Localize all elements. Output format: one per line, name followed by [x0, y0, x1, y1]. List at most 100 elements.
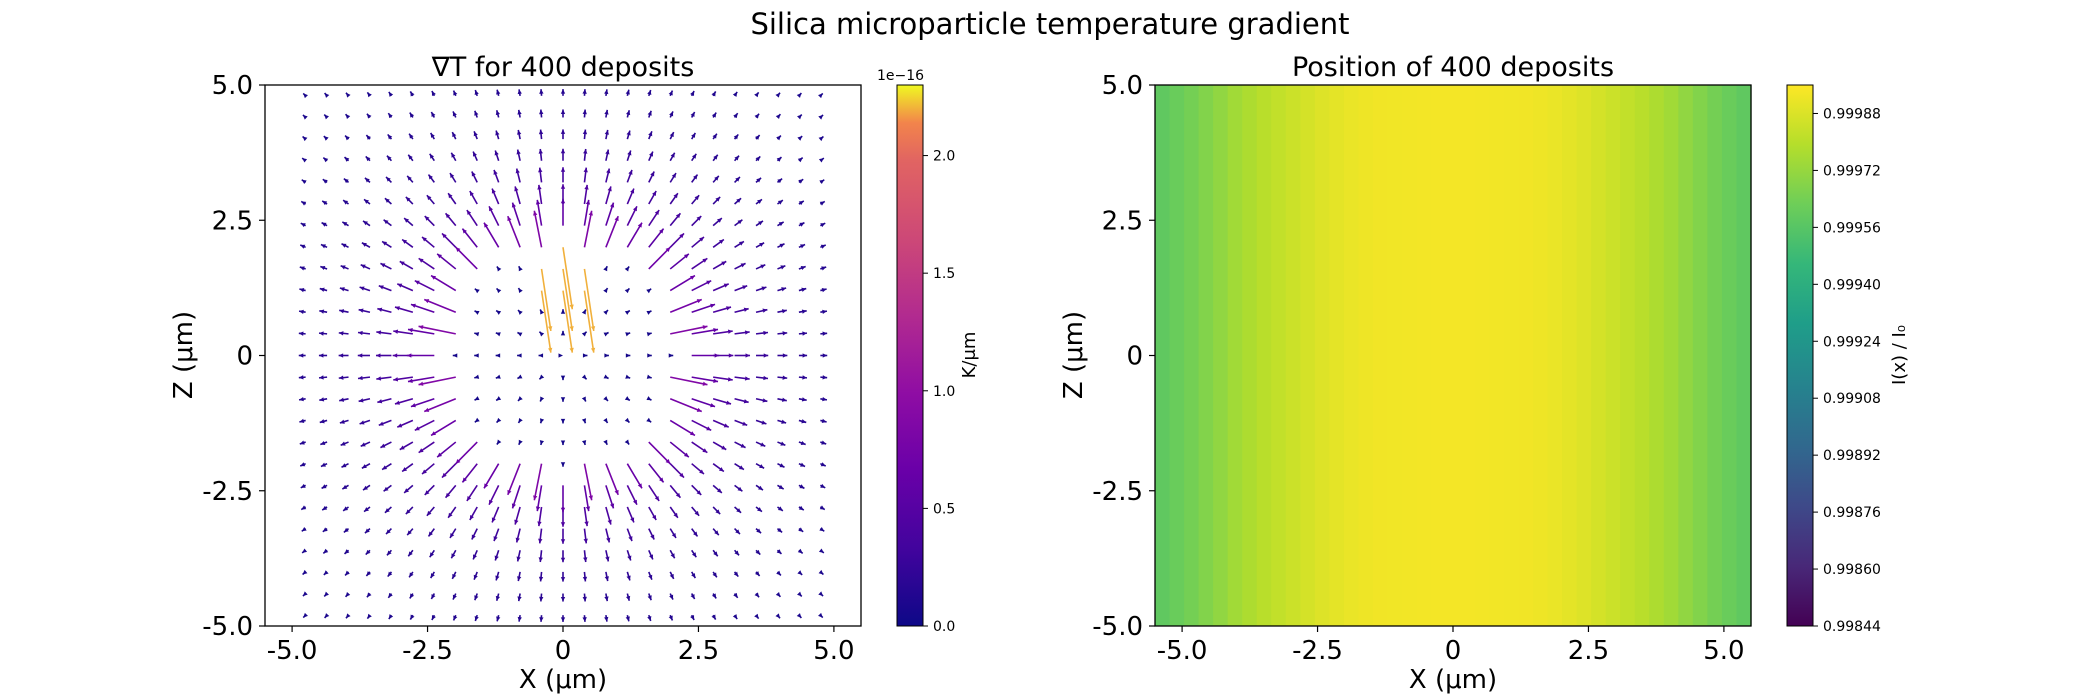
- quiver-arrow-head: [780, 265, 786, 270]
- quiver-arrow-head: [757, 199, 762, 204]
- quiver-arrow-head: [493, 536, 498, 542]
- quiver-arrow-head: [426, 195, 432, 201]
- quiver-arrow-head: [474, 396, 480, 401]
- quiver-arrow-head: [626, 110, 631, 116]
- quiver-arrow-head: [733, 134, 739, 140]
- quiver-arrow-head: [539, 418, 545, 424]
- quiver-arrow-head: [714, 530, 719, 536]
- quiver-arrow-head: [604, 109, 609, 115]
- quiver-arrow-head: [820, 483, 826, 488]
- quiver-arrow-head: [800, 244, 806, 249]
- quiver-arrow-head: [364, 177, 370, 183]
- quiver-arrow-head: [533, 495, 538, 501]
- quiver-arrow-head: [323, 570, 329, 575]
- quiver-arrow-head: [339, 309, 345, 314]
- quiver-arrow-head: [495, 110, 500, 116]
- quiver-arrow: [455, 246, 478, 270]
- quiver-arrow: [669, 274, 696, 292]
- quiver-arrow-head: [630, 517, 635, 523]
- quiver-arrow-head: [802, 353, 808, 358]
- quiver-arrow-head: [358, 375, 363, 381]
- x-tick-label: 0: [555, 636, 572, 666]
- x-tick-label: 2.5: [1568, 636, 1609, 666]
- quiver-colorbar-ticks: 0.0 0.5 1.0 1.5 2.0: [923, 149, 955, 635]
- x-tick-label: -5.0: [267, 636, 318, 666]
- quiver-arrow-head: [759, 242, 765, 247]
- quiver-arrow-head: [583, 557, 588, 562]
- quiver-arrow: [533, 463, 543, 501]
- quiver-arrow: [455, 441, 478, 465]
- quiver-arrow-head: [610, 202, 615, 208]
- quiver-arrow-head: [822, 353, 828, 358]
- heatmap-colorbar: [1786, 84, 1814, 627]
- quiver-arrow-head: [699, 469, 704, 475]
- quiver-arrow-head: [358, 330, 363, 336]
- colorbar-tick-label: 0.99972: [1823, 163, 1881, 179]
- quiver-arrow-head: [301, 179, 307, 185]
- quiver-arrow-head: [377, 307, 383, 312]
- quiver-arrow-head: [637, 483, 642, 489]
- quiver-arrow-head: [507, 489, 512, 495]
- quiver-arrow-head: [493, 169, 498, 175]
- quiver-arrow-head: [437, 452, 443, 458]
- quiver-arrow-head: [342, 484, 348, 490]
- quiver-arrow-head: [341, 243, 347, 248]
- quiver-arrow: [423, 298, 457, 313]
- quiver-arrow-head: [414, 280, 420, 285]
- quiver-arrow-head: [798, 200, 804, 206]
- quiver-arrow: [669, 419, 696, 437]
- quiver-arrow-head: [455, 459, 461, 464]
- quiver-arrow-head: [625, 332, 631, 337]
- quiver-arrow-head: [738, 465, 744, 470]
- quiver-arrow-head: [646, 332, 652, 337]
- quiver-arrow-head: [431, 431, 437, 436]
- quiver-arrow-head: [322, 200, 328, 206]
- colorbar-tick-label: 0.99924: [1823, 334, 1881, 350]
- quiver-colorbar: [896, 84, 924, 627]
- quiver-arrow-head: [706, 280, 712, 285]
- quiver-arrow-head: [582, 109, 587, 115]
- quiver-arrow-head: [702, 448, 708, 453]
- quiver-arrow-head: [394, 306, 400, 311]
- quiver-arrow-head: [402, 467, 408, 472]
- quiver-arrow-head: [702, 381, 708, 386]
- quiver-arrow-head: [392, 353, 398, 358]
- quiver-arrow-head: [358, 398, 364, 403]
- quiver-arrow-head: [538, 129, 544, 135]
- quiver-arrow-head: [723, 423, 729, 428]
- quiver-arrow-head: [743, 399, 749, 404]
- quiver-arrow-head: [345, 92, 351, 98]
- quiver-arrow: [562, 290, 574, 353]
- quiver-arrow-head: [581, 440, 587, 445]
- quiver-arrow-head: [632, 206, 637, 212]
- quiver-arrow-head: [648, 131, 653, 137]
- quiver-arrow-head: [588, 210, 593, 216]
- quiver-arrow-head: [517, 596, 522, 602]
- quiver-arrow-head: [604, 353, 609, 358]
- quiver-arrow-head: [300, 223, 306, 228]
- quiver-arrow-head: [410, 403, 416, 408]
- heatmap-band: [1300, 85, 1316, 626]
- quiver-arrow-head: [626, 595, 631, 601]
- quiver-arrow-head: [710, 403, 716, 408]
- quiver-arrow-head: [652, 190, 657, 196]
- quiver-arrow-head: [717, 488, 722, 493]
- quiver-arrow-head: [324, 613, 330, 618]
- quiver-arrow-head: [669, 111, 674, 117]
- quiver-arrow: [430, 274, 457, 292]
- quiver-arrow-head: [431, 615, 436, 621]
- quiver-arrow-head: [820, 462, 826, 467]
- quiver-arrow-head: [300, 462, 306, 467]
- quiver-arrow-head: [302, 569, 308, 575]
- quiver-arrow-head: [694, 510, 700, 516]
- quiver-arrow-head: [614, 489, 619, 495]
- quiver-arrow-head: [364, 528, 370, 534]
- quiver-arrow-head: [775, 592, 781, 597]
- heatmap-x-ticks: -5.0 -2.5 0 2.5 5.0: [1157, 626, 1745, 666]
- heatmap-band: [1402, 85, 1418, 626]
- colorbar-tick-label: 0.99908: [1823, 391, 1881, 407]
- quiver-arrow-head: [452, 594, 457, 600]
- quiver-arrow-head: [298, 375, 304, 380]
- quiver-arrow-head: [407, 530, 412, 536]
